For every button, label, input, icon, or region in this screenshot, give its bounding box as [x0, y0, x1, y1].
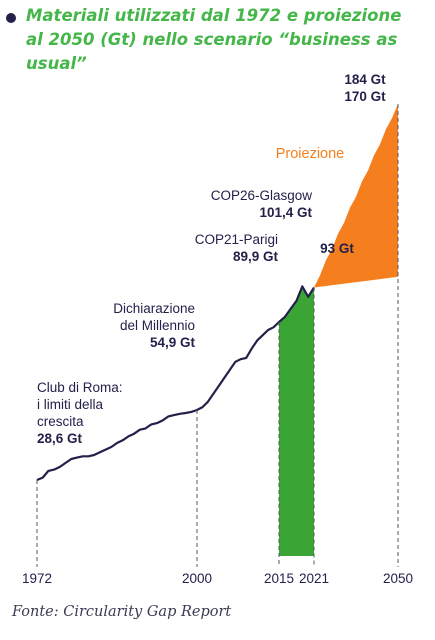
x-tick-label: 2015 — [264, 571, 294, 586]
chart-area: 1972 2000 2015 2021 2050 Club di Roma: i limit… — [22, 72, 413, 586]
annotation-glasgow-text: COP26-Glasgow — [211, 188, 313, 203]
bullet-icon — [6, 13, 16, 23]
annotation-club-text: Club di Roma: — [37, 380, 123, 395]
annotation-gt184-value: 184 Gt — [344, 72, 386, 87]
material-use-line — [36, 285, 315, 482]
x-tick-label: 1972 — [22, 571, 52, 586]
x-tick-label: 2000 — [182, 571, 212, 586]
annotation-parigi-text: COP21-Parigi — [195, 232, 278, 247]
annotation-parigi-value: 89,9 Gt — [233, 249, 279, 264]
green-band-area — [279, 286, 314, 556]
projection-wedge — [314, 104, 398, 288]
annotation-gt170-value: 170 Gt — [344, 89, 386, 104]
annotation-club-value: 28,6 Gt — [37, 431, 83, 446]
source-note: Fonte: Circularity Gap Report — [12, 604, 232, 620]
chart-title: Materiali utilizzati dal 1972 e proiezio… — [26, 6, 402, 73]
annotation-gt93-value: 93 Gt — [320, 241, 354, 256]
x-tick-label: 2050 — [383, 571, 413, 586]
annotation-club-text: crescita — [37, 414, 84, 429]
annotation-glasgow-value: 101,4 Gt — [259, 205, 312, 220]
annotation-millennio-text: del Millennio — [120, 318, 195, 333]
x-tick-label: 2021 — [299, 571, 329, 586]
annotation-club-text: i limiti della — [37, 397, 104, 412]
annotation-millennio-value: 54,9 Gt — [150, 335, 196, 350]
projection-label: Proiezione — [276, 146, 345, 162]
annotation-millennio-text: Dichiarazione — [113, 301, 195, 316]
